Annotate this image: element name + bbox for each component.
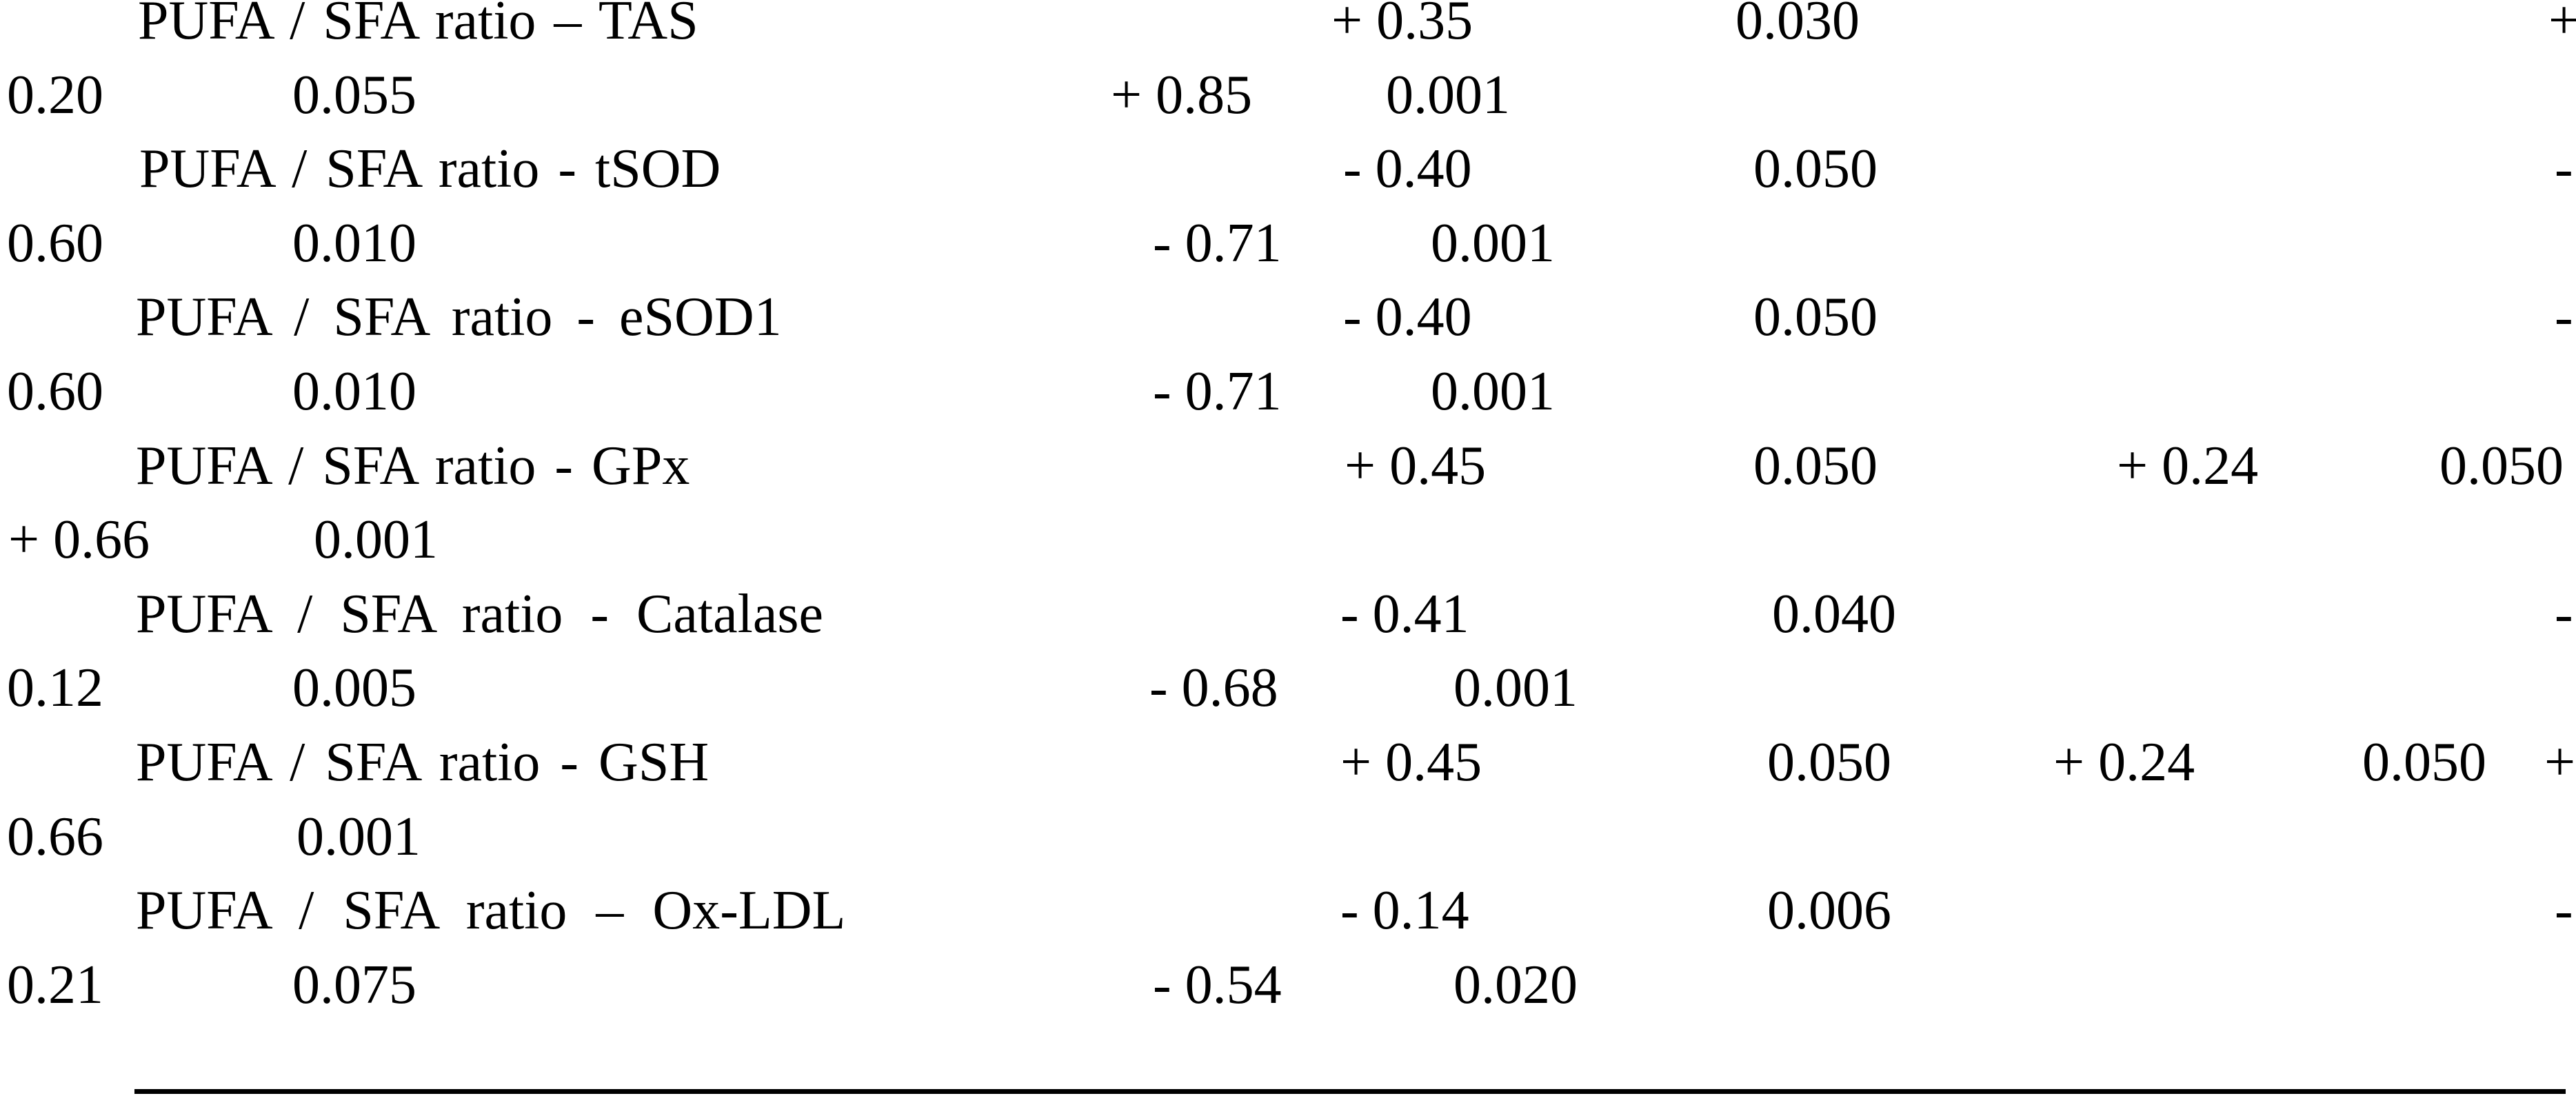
text-run: - 0.71 xyxy=(1153,361,1282,422)
text-run: 0.050 xyxy=(1767,732,1891,793)
text-run: 0.60 xyxy=(7,361,103,422)
text-run: PUFA / SFA ratio - Catalase xyxy=(136,584,824,644)
text-run: - 0.54 xyxy=(1153,955,1282,1015)
text-run: - xyxy=(2555,287,2573,347)
text-run: 0.050 xyxy=(2439,436,2564,496)
text-run: + 0.24 xyxy=(2117,436,2259,496)
text-run: + 0.66 xyxy=(8,509,150,570)
text-run: - 0.40 xyxy=(1343,139,1472,199)
text-run: - xyxy=(2555,584,2573,644)
text-run: 0.055 xyxy=(292,65,416,125)
text-run: PUFA / SFA ratio – Ox-LDL xyxy=(136,880,846,941)
text-run: 0.010 xyxy=(292,361,416,422)
text-run: + 0.45 xyxy=(1345,436,1487,496)
text-run: 0.040 xyxy=(1772,584,1896,644)
text-run: 0.20 xyxy=(7,65,103,125)
table-bottom-rule xyxy=(134,1089,2566,1094)
text-run: PUFA / SFA ratio - tSOD xyxy=(139,139,721,199)
text-run: 0.006 xyxy=(1767,880,1891,941)
text-run: 0.010 xyxy=(292,213,416,274)
text-run: 0.030 xyxy=(1735,0,1860,51)
text-run: 0.60 xyxy=(7,213,103,274)
text-run: + 0.45 xyxy=(1340,732,1482,793)
text-run: - 0.14 xyxy=(1340,880,1469,941)
text-run: 0.66 xyxy=(7,806,103,867)
text-run: + xyxy=(2548,0,2576,51)
text-run: 0.020 xyxy=(1453,955,1578,1015)
text-run: + 0.85 xyxy=(1111,65,1253,125)
text-run: 0.001 xyxy=(1431,361,1555,422)
text-run: PUFA / SFA ratio - GSH xyxy=(136,732,710,793)
text-run: - xyxy=(2555,139,2573,199)
text-run: PUFA / SFA ratio - GPx xyxy=(136,436,690,496)
text-run: 0.001 xyxy=(1453,658,1578,718)
text-run: - 0.71 xyxy=(1153,213,1282,274)
text-run: 0.050 xyxy=(1753,139,1878,199)
text-run: 0.001 xyxy=(296,806,421,867)
text-run: 0.005 xyxy=(292,658,416,718)
text-run: + 0.24 xyxy=(2053,732,2195,793)
text-run: 0.001 xyxy=(314,509,438,570)
text-run: 0.001 xyxy=(1431,213,1555,274)
text-run: PUFA / SFA ratio - eSOD1 xyxy=(136,287,782,347)
text-run: 0.050 xyxy=(2362,732,2486,793)
text-run: + 0.35 xyxy=(1331,0,1473,51)
text-run: 0.12 xyxy=(7,658,103,718)
text-run: - 0.41 xyxy=(1340,584,1469,644)
text-run: 0.050 xyxy=(1753,287,1878,347)
text-run: - xyxy=(2555,880,2573,941)
text-run: 0.075 xyxy=(292,955,416,1015)
text-run: 0.001 xyxy=(1386,65,1510,125)
text-run: + xyxy=(2544,732,2576,793)
text-run: PUFA / SFA ratio – TAS xyxy=(138,0,698,51)
text-run: - 0.40 xyxy=(1343,287,1472,347)
text-run: 0.050 xyxy=(1753,436,1878,496)
text-run: - 0.68 xyxy=(1149,658,1278,718)
text-run: 0.21 xyxy=(7,955,103,1015)
